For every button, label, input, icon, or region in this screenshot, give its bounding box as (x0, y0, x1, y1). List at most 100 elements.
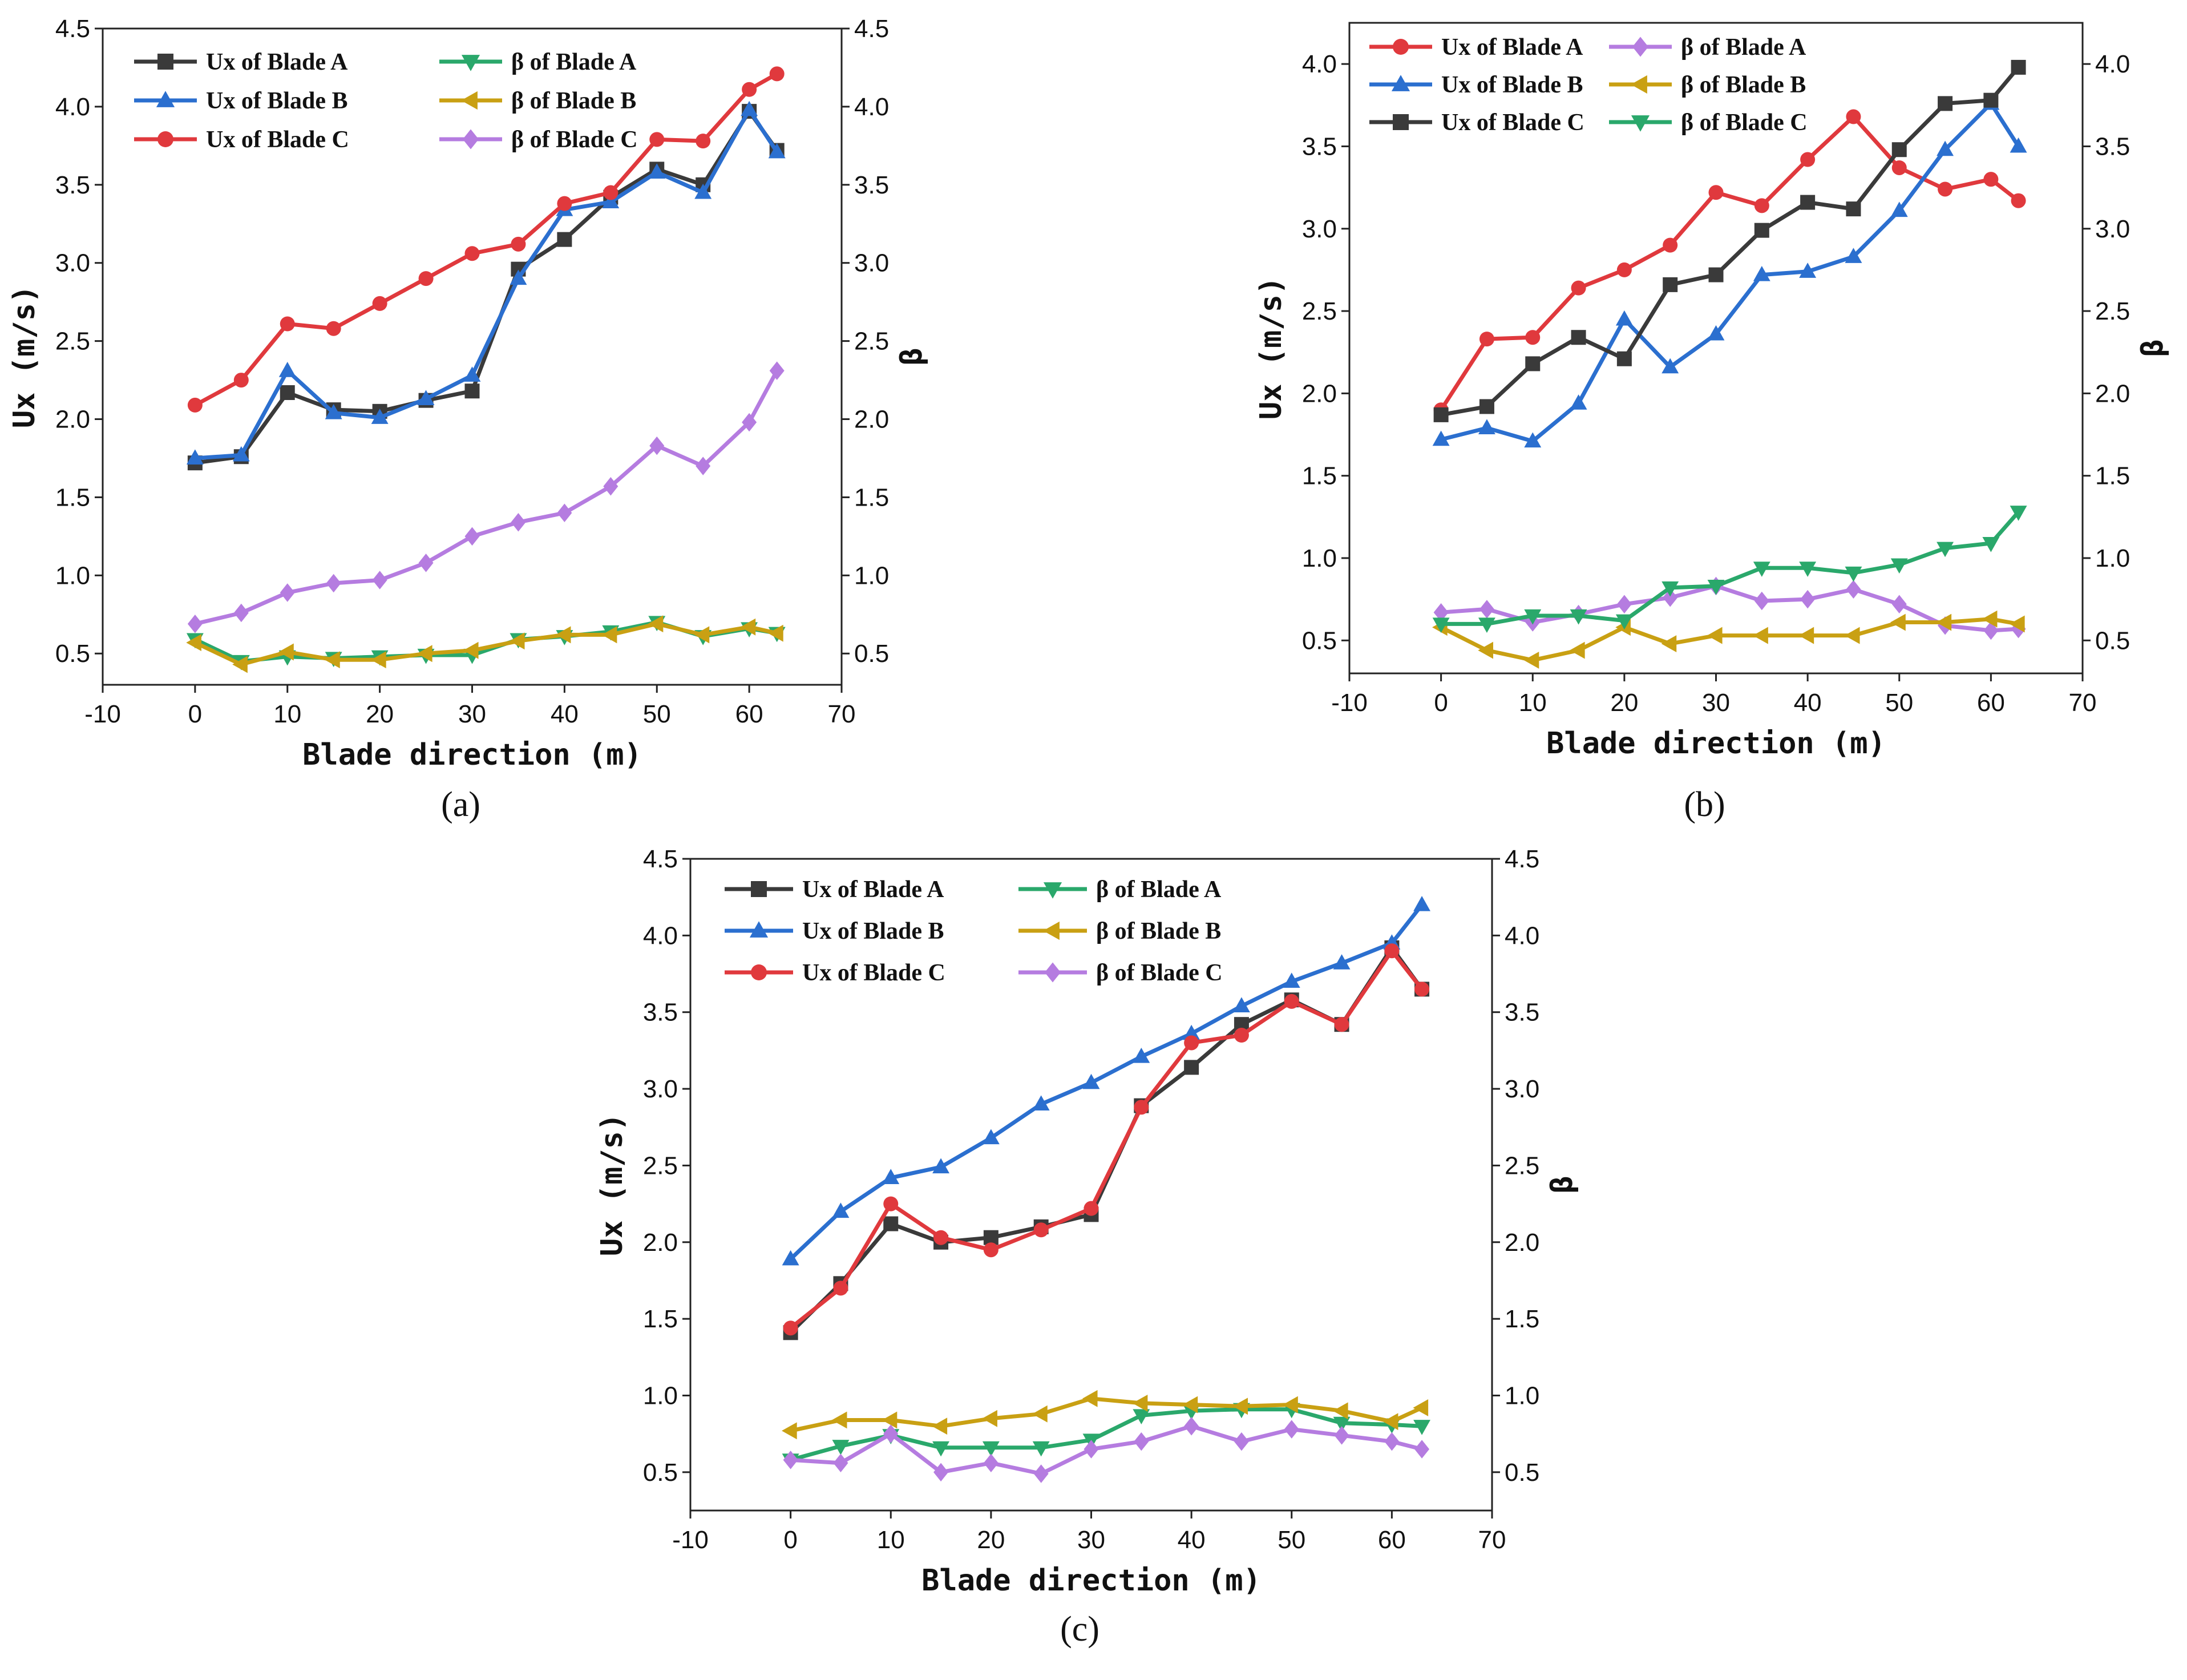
data-point (1384, 1432, 1400, 1451)
legend-marker (1393, 114, 1409, 130)
series-line-1 (1439, 115, 2020, 411)
x-tick-label: 40 (551, 700, 579, 728)
x-tick-label: 40 (1794, 689, 1822, 717)
data-point (932, 1158, 950, 1174)
y2-tick-label: 2.0 (2095, 379, 2130, 407)
data-point (603, 477, 618, 496)
legend: Ux of Blade A Ux of Blade B Ux of Blade C β… (725, 877, 1223, 986)
data-point (649, 436, 665, 455)
data-point (832, 1440, 850, 1455)
chart-panel-2: -10 0 10 20 30 40 50 60 70 0.5 1.0 1.5 2.0 2.5 3.0 3.5 4… (1254, 22, 2170, 824)
y-axis-title: Ux (m/s) (595, 1113, 629, 1256)
x-tick-label: 40 (1178, 1526, 1206, 1554)
data-point (464, 527, 480, 546)
data-point (417, 645, 432, 663)
data-point (1413, 1399, 1429, 1416)
data-point (1707, 627, 1723, 644)
data-point (1032, 1441, 1050, 1457)
legend-marker (461, 91, 478, 110)
data-point (1753, 265, 1770, 281)
data-point (694, 626, 710, 644)
data-point (1662, 581, 1679, 597)
data-point (1082, 1390, 1098, 1407)
data-point (187, 614, 203, 633)
x-tick-label: -10 (672, 1526, 709, 1554)
x-tick-label: 50 (1278, 1526, 1305, 1554)
data-point (1663, 277, 1678, 292)
y2-tick-label: 0.5 (2095, 627, 2130, 655)
y-tick-label: 1.5 (643, 1305, 678, 1333)
legend-label: Ux of Blade C (206, 127, 349, 153)
data-point (509, 632, 525, 650)
data-point (603, 185, 618, 200)
legend-marker (1393, 39, 1409, 55)
data-point (1433, 407, 1449, 422)
panel-label: (c) (1060, 1610, 1099, 1649)
y-tick-label: 1.0 (643, 1382, 678, 1410)
data-point (933, 1463, 949, 1482)
series-line-5 (194, 621, 778, 667)
data-point (1133, 1048, 1150, 1063)
data-point (1800, 152, 1816, 167)
x-tick-label: 50 (1885, 689, 1913, 717)
y2-tick-label: 2.0 (1505, 1229, 1539, 1257)
data-point (1982, 610, 1998, 628)
data-point (1232, 997, 1250, 1013)
x-tick-label: -10 (84, 700, 121, 728)
data-point (1479, 399, 1494, 414)
data-point (1525, 356, 1541, 371)
y2-tick-label: 4.0 (1505, 922, 1539, 950)
legend-marker (1631, 75, 1647, 94)
legend-marker (1043, 882, 1062, 899)
data-point (1983, 172, 1999, 187)
data-point (2010, 506, 2027, 521)
data-point (2010, 137, 2027, 153)
data-point (1846, 580, 1861, 599)
data-point (740, 618, 756, 636)
data-point (417, 390, 435, 405)
data-point (1936, 613, 1952, 631)
data-point (463, 641, 479, 659)
x-tick-label: 60 (1977, 689, 2005, 717)
data-point (418, 271, 434, 286)
data-point (2011, 193, 2026, 208)
legend-marker (751, 881, 767, 897)
x-tick-label: 30 (1702, 689, 1730, 717)
data-point (1334, 1017, 1349, 1032)
y2-tick-label: 3.5 (854, 171, 889, 199)
y2-tick-label: 4.0 (854, 93, 889, 121)
data-point (982, 1129, 1000, 1145)
legend-marker (749, 921, 769, 938)
x-tick-label: 70 (1478, 1526, 1506, 1554)
data-point (371, 409, 389, 424)
data-point (882, 1411, 898, 1429)
series-line-2 (789, 903, 1424, 1261)
legend-marker (751, 964, 767, 980)
data-point (833, 1281, 848, 1296)
y2-tick-label: 3.0 (2095, 215, 2130, 243)
data-point (1033, 1464, 1049, 1483)
series-line-2 (195, 107, 779, 461)
y-tick-label: 1.0 (55, 562, 90, 589)
legend-marker (1631, 115, 1650, 132)
y2-tick-label: 1.5 (854, 483, 889, 511)
legend-marker (1632, 37, 1648, 57)
data-point (1891, 160, 1907, 175)
y-tick-label: 2.5 (643, 1152, 678, 1180)
data-point (1523, 651, 1539, 669)
data-point (1844, 627, 1860, 644)
data-point (1937, 542, 1954, 558)
y-axis-title: Ux (m/s) (7, 285, 42, 428)
data-point (1333, 954, 1351, 970)
y2-tick-label: 3.0 (854, 249, 889, 277)
y2-tick-label: 2.5 (1505, 1152, 1539, 1180)
data-point (1184, 1035, 1199, 1051)
data-point (1569, 641, 1585, 659)
data-point (1184, 1416, 1199, 1436)
data-point (372, 296, 387, 311)
y2-tick-label: 0.5 (1505, 1459, 1539, 1487)
data-point (1616, 351, 1632, 366)
y2-tick-label: 1.0 (854, 562, 889, 589)
data-point (1382, 1413, 1398, 1431)
legend-marker (157, 131, 173, 147)
